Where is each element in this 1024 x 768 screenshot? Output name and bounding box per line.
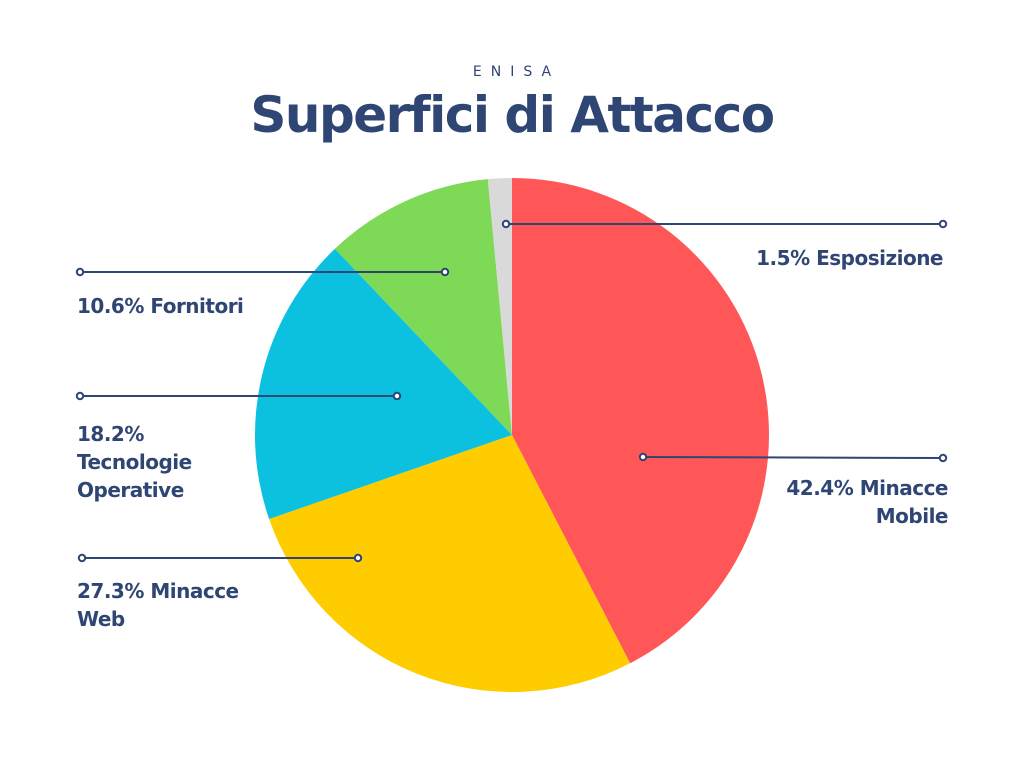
label-ot-line3: Operative	[77, 478, 184, 502]
label-exposure: 1.5% Esposizione	[700, 244, 943, 272]
pie-slice-esposizione	[487, 178, 512, 435]
leader-line-mobile	[642, 456, 944, 459]
leader-lines	[75, 219, 948, 563]
leader-dot	[938, 453, 948, 463]
pie-slices	[254, 178, 769, 692]
pie-slice-fornitori	[334, 179, 512, 435]
leader-dot	[75, 391, 85, 401]
label-suppliers: 10.6% Fornitori	[77, 292, 244, 320]
label-suppliers-text: 10.6% Fornitori	[77, 294, 244, 318]
label-web-line2: Web	[77, 607, 125, 631]
label-mobile: 42.4% Minacce Mobile	[700, 474, 948, 530]
label-mobile-line1: 42.4% Minacce	[786, 476, 948, 500]
leader-dot	[501, 219, 511, 229]
label-web: 27.3% Minacce Web	[77, 577, 239, 633]
pie-slice-minacce-web	[269, 435, 631, 692]
chart-kicker: ENISA	[472, 64, 561, 80]
label-ot-line1: 18.2%	[77, 422, 144, 446]
label-ot: 18.2% Tecnologie Operative	[77, 420, 192, 504]
leader-dot	[440, 267, 450, 277]
label-web-line1: 27.3% Minacce	[77, 579, 239, 603]
label-ot-line2: Tecnologie	[77, 450, 192, 474]
leader-dot	[392, 391, 402, 401]
chart-title: Superfici di Attacco	[250, 86, 775, 144]
leader-dot	[938, 219, 948, 229]
leader-dot	[353, 553, 363, 563]
pie-slice-tecnologie-operative	[254, 248, 512, 520]
leader-dot	[75, 267, 85, 277]
label-exposure-text: 1.5% Esposizione	[756, 246, 943, 270]
label-mobile-line2: Mobile	[875, 504, 949, 528]
leader-dot	[77, 553, 87, 563]
leader-dot	[638, 452, 648, 462]
pie-slice-minacce-mobile	[512, 178, 769, 664]
